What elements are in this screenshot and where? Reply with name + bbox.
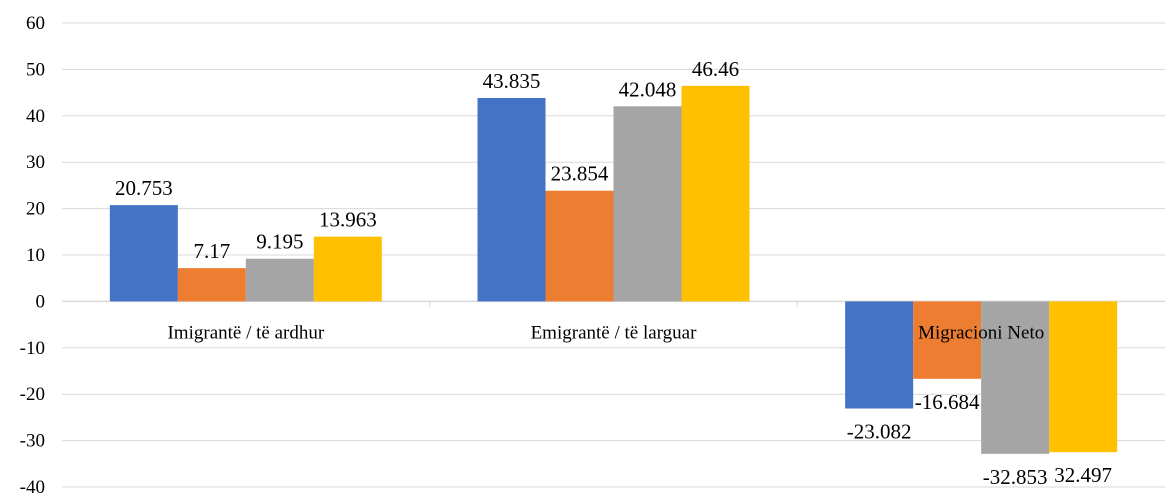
y-tick-label: 30 (26, 152, 45, 173)
x-axis: Imigrantë / të ardhur Emigrantë / të larg… (167, 301, 1044, 343)
y-tick-label: -40 (20, 477, 45, 495)
y-tick-label: 40 (26, 106, 45, 127)
y-tick-label: -30 (20, 431, 45, 452)
bar (477, 98, 546, 302)
data-label: 13.963 (319, 208, 377, 232)
data-label: 46.46 (692, 57, 739, 81)
data-label: 43.835 (483, 69, 541, 93)
y-axis: 60 50 40 30 20 10 0 -10 -20 -30 -40 (20, 13, 45, 495)
data-label: 20.753 (115, 176, 173, 200)
category-label: Imigrantë / të ardhur (167, 322, 324, 343)
bar (681, 85, 750, 302)
y-tick-label: 50 (26, 59, 45, 80)
y-tick-label: -10 (20, 338, 45, 359)
data-labels: 20.753 7.17 9.195 13.963 43.835 23.854 42.048 4… (115, 57, 1112, 489)
bar (613, 106, 682, 302)
bar (545, 190, 614, 302)
data-label: -16.684 (915, 390, 980, 414)
bar (313, 236, 382, 302)
bar (109, 205, 178, 302)
data-label: 42.048 (619, 77, 677, 101)
y-tick-label: 0 (36, 291, 46, 312)
y-tick-label: 20 (26, 199, 45, 220)
bar (845, 301, 914, 409)
bar (981, 301, 1050, 454)
data-label: 7.17 (193, 239, 230, 263)
y-tick-label: -20 (20, 384, 45, 405)
data-label: -32.853 (983, 465, 1048, 489)
bar (177, 268, 246, 302)
data-label: 9.195 (256, 230, 303, 254)
category-label: Migracioni Neto (918, 322, 1044, 343)
data-label: 23.854 (551, 162, 609, 186)
bar (245, 258, 314, 302)
bars (109, 85, 1118, 454)
y-tick-label: 10 (26, 245, 45, 266)
bar (913, 301, 982, 379)
data-label: 32.497 (1054, 463, 1112, 487)
y-tick-label: 60 (26, 13, 45, 34)
data-label: -23.082 (847, 420, 912, 444)
bar (1049, 301, 1118, 453)
category-label: Emigrantë / të larguar (531, 322, 698, 343)
